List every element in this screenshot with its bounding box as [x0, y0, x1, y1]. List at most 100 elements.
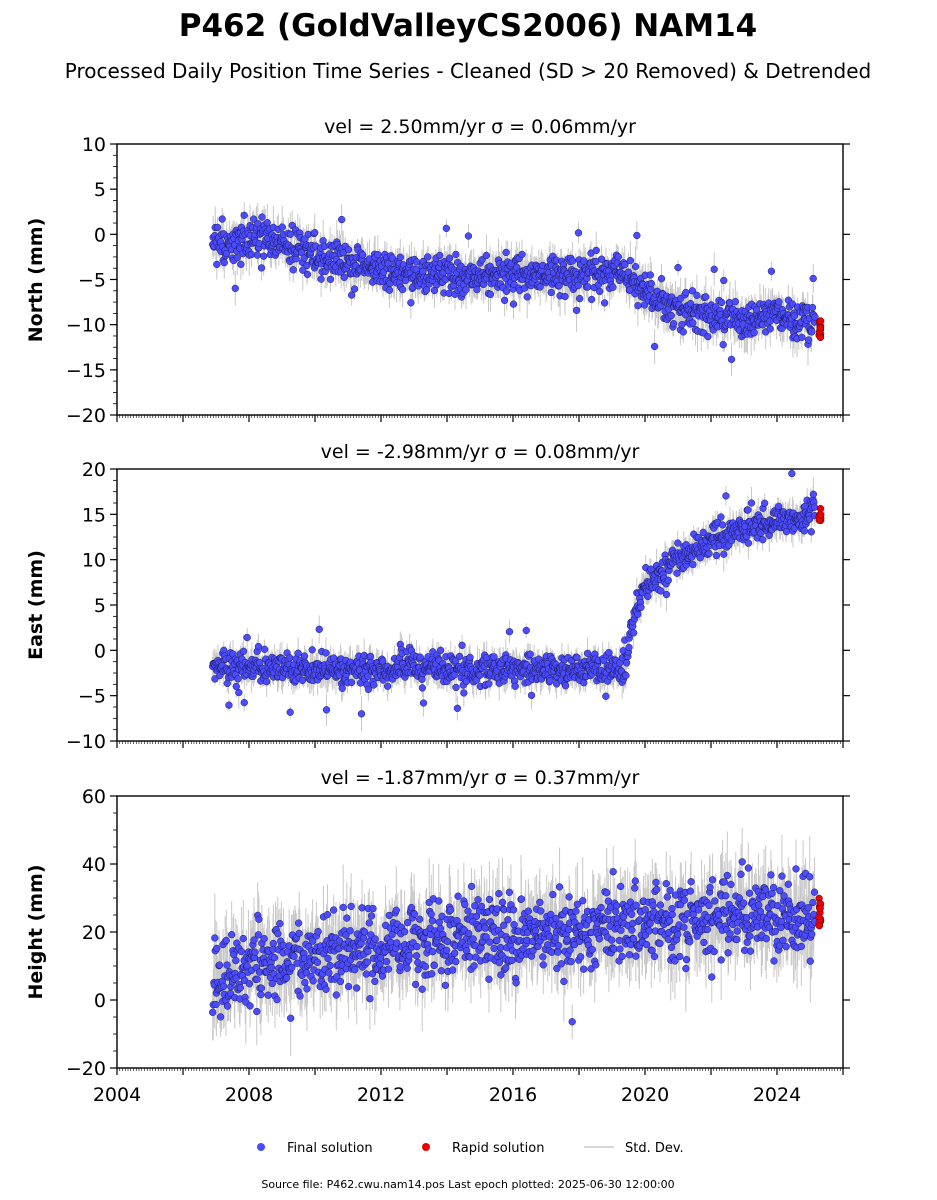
north-final-point — [587, 295, 596, 304]
east-final-point — [689, 560, 697, 569]
north-final-point — [750, 329, 758, 337]
east-final-point — [347, 678, 356, 687]
east-final-point — [322, 706, 331, 714]
east-ytick-label: 0 — [94, 640, 106, 662]
north-final-point — [574, 281, 582, 290]
north-final-point — [775, 298, 783, 306]
east-final-point — [573, 653, 581, 662]
east-stddev-bars — [212, 469, 816, 732]
north-final-point — [462, 286, 470, 294]
north-final-point — [647, 279, 655, 288]
north-final-point — [678, 320, 686, 329]
east-final-point — [453, 704, 462, 712]
east-final-point — [239, 647, 248, 655]
east-final-point — [364, 672, 372, 680]
north-final-point — [317, 275, 325, 283]
north-final-point — [704, 333, 712, 341]
north-final-point — [338, 215, 346, 224]
east-final-point — [807, 528, 815, 536]
east-final-point — [225, 701, 233, 709]
east-final-point — [286, 654, 294, 662]
east-final-point — [286, 708, 294, 716]
north-final-point — [407, 299, 415, 307]
north-final-point — [808, 328, 816, 336]
north-final-point — [509, 300, 518, 308]
north-final-point — [240, 211, 248, 219]
east-final-point — [436, 646, 445, 654]
east-final-point — [235, 688, 243, 697]
north-rapid-point — [817, 317, 825, 325]
north-ytick-label: 5 — [94, 179, 106, 201]
north-final-point — [804, 336, 813, 344]
north-final-point — [710, 265, 718, 273]
east-final-point — [744, 539, 753, 547]
north-final-point — [682, 288, 690, 297]
east-final-point — [747, 499, 756, 507]
north-final-point — [536, 283, 544, 291]
north-final-point — [667, 311, 675, 320]
north-final-point — [600, 299, 609, 307]
east-final-point — [322, 649, 330, 657]
east-final-point — [294, 649, 302, 657]
east-ylabel: East (mm) — [25, 550, 47, 660]
north-final-point — [574, 229, 583, 237]
north-ytick-label: −15 — [66, 360, 106, 382]
east-final-point — [800, 527, 808, 535]
north-final-point — [561, 292, 569, 301]
north-final-point — [213, 260, 221, 269]
east-final-point — [722, 492, 730, 500]
north-final-point — [718, 298, 726, 307]
north-final-point — [634, 302, 642, 310]
north-final-point — [350, 285, 359, 293]
north-final-point — [478, 256, 486, 264]
east-final-point — [485, 680, 493, 688]
east-final-point — [718, 521, 727, 529]
north-final-point — [358, 251, 367, 259]
east-final-point — [805, 515, 814, 523]
north-final-point — [650, 342, 659, 351]
east-final-point — [630, 629, 638, 637]
north-final-point — [347, 291, 356, 299]
north-final-point — [442, 224, 451, 232]
north-final-point — [808, 303, 817, 312]
east-rapid-series — [815, 505, 825, 525]
north-final-point — [257, 264, 266, 272]
north-rapid-point — [816, 324, 824, 332]
east-final-point — [583, 649, 592, 657]
north-final-point — [473, 285, 481, 294]
north-final-point — [693, 291, 701, 299]
north-final-point — [621, 261, 629, 269]
north-final-point — [311, 229, 319, 237]
north-final-point — [646, 271, 654, 279]
north-ytick-label: 0 — [94, 224, 106, 246]
north-final-point — [445, 254, 454, 262]
north-final-point — [402, 276, 410, 285]
north-final-point — [614, 253, 622, 261]
north-ytick-label: −10 — [66, 315, 106, 337]
east-final-point — [211, 675, 219, 683]
north-final-series — [209, 211, 819, 364]
east-rapid-point — [817, 510, 825, 519]
north-final-point — [580, 257, 588, 265]
north-final-point — [482, 251, 491, 260]
north-final-point — [303, 261, 311, 270]
north-ytick-label: −20 — [66, 405, 106, 427]
east-ytick-label: 10 — [82, 550, 106, 572]
north-ylabel: North (mm) — [25, 218, 47, 343]
north-final-point — [303, 270, 312, 279]
east-axes-frame — [116, 468, 844, 742]
north-final-point — [263, 219, 271, 227]
east-final-point — [622, 659, 631, 667]
east-final-point — [234, 675, 242, 683]
north-final-point — [811, 313, 819, 321]
east-final-point — [664, 576, 672, 584]
north-final-point — [689, 319, 697, 327]
east-final-point — [602, 692, 610, 700]
north-final-point — [278, 223, 286, 231]
north-final-point — [300, 254, 308, 262]
north-final-point — [220, 258, 228, 267]
north-final-point — [731, 298, 739, 306]
north-final-point — [584, 283, 592, 291]
north-ytick-label: −5 — [78, 270, 106, 292]
north-final-point — [626, 256, 635, 265]
